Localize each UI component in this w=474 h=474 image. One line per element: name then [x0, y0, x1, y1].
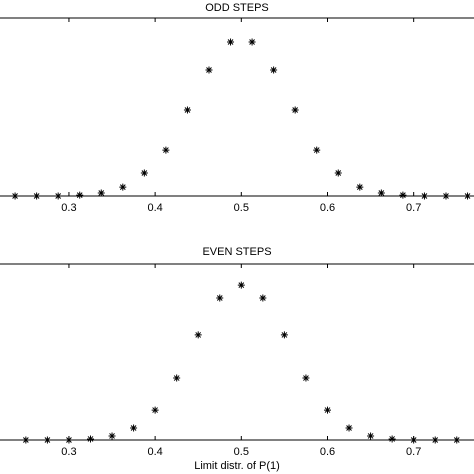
asterisk-marker [367, 432, 375, 440]
asterisk-marker [356, 183, 364, 191]
asterisk-marker [97, 189, 105, 197]
asterisk-marker [54, 192, 62, 200]
asterisk-marker [22, 436, 30, 444]
asterisk-marker [151, 406, 159, 414]
chart-title: EVEN STEPS [202, 246, 271, 258]
asterisk-marker [43, 436, 51, 444]
asterisk-marker [140, 169, 148, 177]
asterisk-marker [377, 189, 385, 197]
asterisk-marker [248, 38, 256, 46]
asterisk-marker [442, 192, 450, 200]
asterisk-marker [173, 374, 181, 382]
asterisk-marker [130, 424, 138, 432]
asterisk-marker [119, 183, 127, 191]
asterisk-marker [280, 331, 288, 339]
asterisk-marker [194, 331, 202, 339]
asterisk-marker [11, 192, 19, 200]
x-tick-label: 0.7 [406, 202, 421, 214]
x-tick-label: 0.4 [147, 202, 162, 214]
x-tick-label: 0.6 [320, 446, 335, 458]
x-tick-label: 0.5 [234, 202, 249, 214]
x-tick-label: 0.3 [61, 446, 76, 458]
asterisk-marker [216, 294, 224, 302]
asterisk-marker [420, 192, 428, 200]
x-tick-label: 0.4 [147, 446, 162, 458]
asterisk-marker [76, 191, 84, 199]
asterisk-marker [323, 406, 331, 414]
asterisk-marker [205, 66, 213, 74]
asterisk-marker [410, 436, 418, 444]
x-tick-label: 0.7 [406, 446, 421, 458]
asterisk-marker [431, 436, 439, 444]
asterisk-marker [86, 435, 94, 443]
asterisk-marker [162, 146, 170, 154]
chart-title: ODD STEPS [205, 2, 269, 14]
asterisk-marker [108, 432, 116, 440]
asterisk-marker [453, 436, 461, 444]
asterisk-marker [227, 38, 235, 46]
asterisk-marker [65, 436, 73, 444]
x-axis-label: Limit distr. of P(1) [194, 460, 280, 472]
x-tick-label: 0.6 [320, 202, 335, 214]
x-tick-label: 0.5 [234, 446, 249, 458]
asterisk-marker [388, 435, 396, 443]
asterisk-marker [345, 424, 353, 432]
asterisk-marker [302, 374, 310, 382]
asterisk-marker [259, 294, 267, 302]
asterisk-marker [334, 169, 342, 177]
asterisk-marker [237, 281, 245, 289]
asterisk-marker [464, 192, 472, 200]
asterisk-marker [270, 66, 278, 74]
asterisk-marker [183, 106, 191, 114]
asterisk-marker [33, 192, 41, 200]
asterisk-marker [291, 106, 299, 114]
asterisk-marker [313, 146, 321, 154]
x-tick-label: 0.3 [61, 202, 76, 214]
asterisk-marker [399, 191, 407, 199]
